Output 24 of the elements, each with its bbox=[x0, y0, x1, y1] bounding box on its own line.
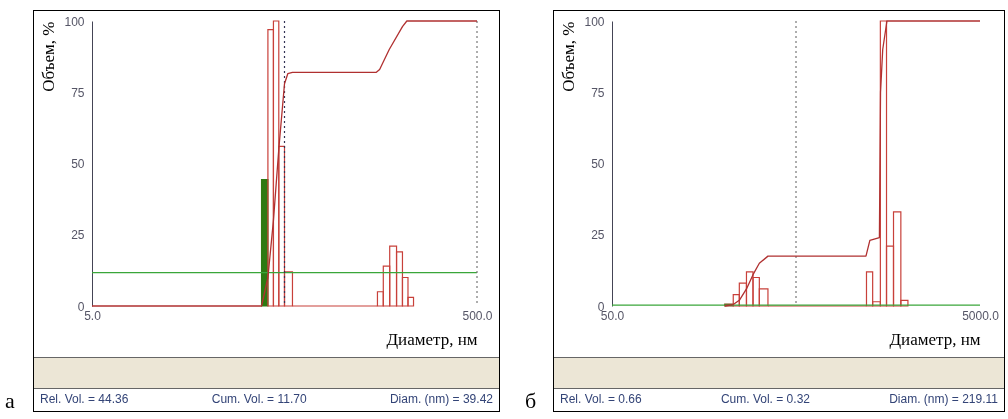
y-tick-label: 100 bbox=[584, 14, 605, 29]
text: б bbox=[525, 388, 537, 414]
x-tick-label: 5000.0 bbox=[962, 308, 1000, 323]
text: Diam. (nm) = 39.42 bbox=[389, 392, 493, 406]
text: а bbox=[5, 388, 15, 414]
y-tick-label: 75 bbox=[591, 85, 605, 100]
y-tick-label: 100 bbox=[64, 14, 85, 29]
text: Rel. Vol. = 44.36 bbox=[40, 392, 129, 406]
x-axis-title: Диаметр, нм bbox=[889, 329, 981, 349]
y-tick-label: 50 bbox=[71, 157, 85, 171]
y-tick-label: 50 bbox=[591, 157, 605, 171]
y-axis-title: Объем, % bbox=[559, 21, 579, 92]
y-tick-label: 0 bbox=[77, 299, 85, 314]
y-tick-label: 25 bbox=[71, 228, 85, 243]
x-axis-title: Диаметр, нм bbox=[386, 329, 478, 349]
text: Diam. (nm) = 219.11 bbox=[889, 392, 998, 406]
text: Rel. Vol. = 0.66 bbox=[560, 392, 642, 406]
y-tick-label: 75 bbox=[71, 85, 85, 100]
text: Cum. Vol. = 0.32 bbox=[720, 392, 810, 406]
y-tick-label: 25 bbox=[591, 228, 605, 243]
y-axis-title: Объем, % bbox=[39, 21, 59, 92]
text: Cum. Vol. = 11.70 bbox=[211, 392, 307, 406]
x-tick-label: 500.0 bbox=[462, 308, 493, 323]
x-tick-label: 5.0 bbox=[84, 308, 102, 323]
